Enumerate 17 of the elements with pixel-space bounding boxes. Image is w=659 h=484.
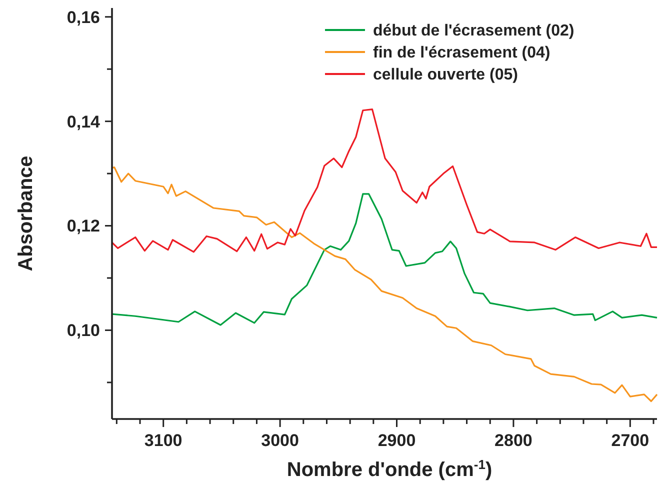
x-tick-label: 3100 xyxy=(144,431,182,450)
legend-label: début de l'écrasement (02) xyxy=(373,22,574,40)
y-tick-label: 0,16 xyxy=(66,8,100,27)
y-tick-label: 0,10 xyxy=(66,321,100,340)
line-series xyxy=(112,108,658,253)
x-tick-label: 2700 xyxy=(611,431,650,450)
y-tick-label: 0,12 xyxy=(66,216,100,236)
x-tick-label: 2800 xyxy=(494,431,532,450)
legend-label: cellule ouverte (05) xyxy=(373,66,518,84)
y-axis-title: Absorbance xyxy=(15,156,37,272)
x-tick-label: 2900 xyxy=(378,431,416,450)
x-axis-title: Nombre d'onde (cm$^{-1}$) xyxy=(286,456,492,481)
x-tick-label: 3000 xyxy=(261,431,299,450)
line-series xyxy=(112,193,658,326)
line-series xyxy=(112,166,658,402)
legend-label: fin de l'écrasement (04) xyxy=(373,44,550,62)
y-tick-label: 0,14 xyxy=(66,112,101,132)
